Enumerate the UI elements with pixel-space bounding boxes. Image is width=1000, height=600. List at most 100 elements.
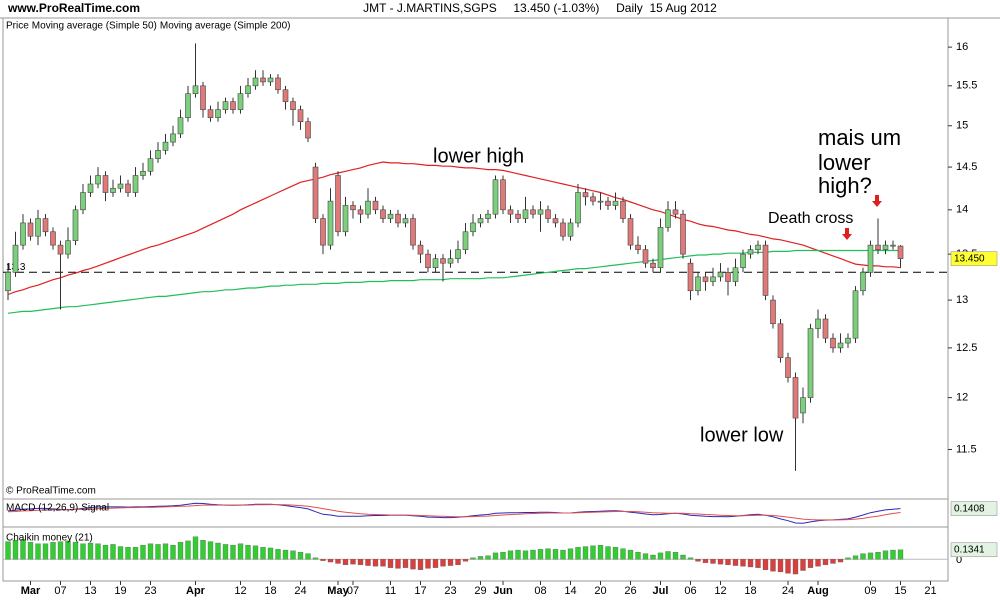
bar (537, 549, 544, 560)
bar (177, 542, 184, 560)
bar (57, 541, 64, 560)
bar (267, 547, 274, 560)
candle-body (320, 218, 326, 246)
x-tick-label: 20 (594, 585, 606, 597)
candle-body (110, 187, 116, 193)
candle-body (747, 249, 754, 255)
bar (612, 547, 619, 560)
bar (200, 540, 206, 560)
candle-body (620, 200, 626, 219)
bar (807, 559, 814, 568)
candle-body (87, 183, 94, 193)
bar (897, 549, 904, 560)
bar (552, 549, 559, 560)
bar (830, 559, 836, 564)
candle-body (590, 196, 596, 202)
bar (455, 559, 461, 566)
bar (170, 544, 176, 560)
x-tick-label: 09 (864, 585, 876, 597)
bar (627, 549, 634, 560)
candle-body (597, 200, 604, 203)
bar (320, 559, 326, 561)
bar (582, 546, 589, 560)
x-tick-label: Jul (653, 585, 669, 597)
x-tick-label: 21 (924, 585, 936, 597)
candle-body (770, 299, 776, 325)
candle-body (830, 337, 836, 349)
legend-label: Moving average (Simple 50) (32, 21, 157, 32)
candle-body (50, 231, 56, 246)
candle-body (170, 133, 176, 143)
candle-body (357, 209, 364, 215)
candle-body (627, 218, 634, 246)
bar (440, 559, 446, 567)
bar (732, 559, 739, 566)
bar (755, 559, 761, 568)
candle-body (642, 249, 649, 264)
x-tick-label: 19 (114, 585, 126, 597)
x-tick-label: 07 (347, 585, 359, 597)
candle-body (845, 337, 851, 344)
legend-label: Price (6, 21, 29, 32)
copyright: © ProRealTime.com (6, 486, 96, 497)
y-tick-label: 15.5 (956, 80, 977, 92)
arrow (872, 195, 882, 207)
candle-body (222, 101, 229, 110)
candle-body (237, 93, 244, 110)
bar (102, 544, 109, 560)
x-tick-label: Apr (186, 585, 206, 597)
annotation: Death cross (768, 210, 853, 227)
x-tick-label: 14 (564, 585, 576, 597)
bar (350, 559, 356, 565)
cmf-panel (2, 526, 949, 582)
last-value-box (950, 251, 998, 266)
x-tick-label: 17 (414, 585, 426, 597)
bar (312, 557, 319, 560)
bar (425, 559, 431, 569)
last-value-label: 0.1408 (954, 503, 985, 514)
bar (762, 559, 769, 570)
bar (642, 553, 649, 560)
x-tick-label: 23 (144, 585, 156, 597)
y-tick-label: 12 (956, 392, 968, 404)
bar (185, 540, 191, 560)
last-value-box (950, 501, 998, 516)
candle-body (807, 328, 814, 398)
bar (837, 559, 844, 563)
site-name: www.ProRealTime.com (7, 1, 140, 15)
bar (12, 540, 19, 560)
bar (207, 541, 214, 560)
bar (492, 552, 499, 560)
candle-body (687, 262, 694, 292)
candle-body (372, 200, 379, 211)
annotation: mais um (818, 125, 901, 150)
x-tick-label: 07 (54, 585, 66, 597)
candle-body (665, 209, 671, 228)
candle-body (410, 218, 416, 246)
x-tick-label: Mar (21, 585, 41, 597)
bar (147, 543, 154, 560)
candle-body (777, 323, 784, 358)
x-tick-label: 18 (264, 585, 276, 597)
x-tick-label: 23 (444, 585, 456, 597)
bar (597, 544, 604, 560)
bar (605, 546, 611, 560)
bar (635, 552, 641, 560)
y-tick-label: 14.5 (956, 161, 977, 173)
candle-body (537, 209, 544, 215)
bar (695, 559, 701, 562)
bar (42, 543, 49, 560)
candle-body (515, 213, 521, 219)
bar (305, 553, 311, 560)
x-tick-label: 13 (84, 585, 96, 597)
bar (342, 559, 349, 566)
candle-body (162, 141, 169, 151)
bar (665, 551, 671, 560)
candle-body (327, 200, 334, 246)
candle-body (612, 200, 619, 206)
candle-body (42, 218, 49, 233)
candle-body (455, 249, 461, 259)
candle-body (282, 89, 289, 102)
bar (417, 559, 424, 570)
